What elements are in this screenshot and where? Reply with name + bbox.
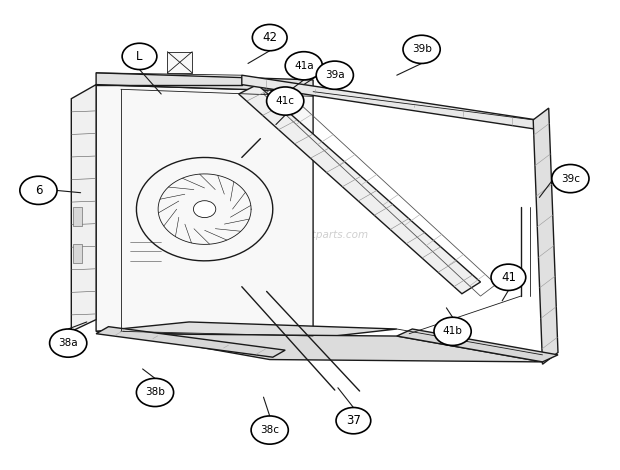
Polygon shape	[73, 244, 82, 263]
Polygon shape	[167, 52, 192, 73]
Polygon shape	[239, 85, 480, 294]
Text: 39a: 39a	[325, 70, 345, 80]
Circle shape	[251, 416, 288, 444]
Text: 6: 6	[35, 184, 42, 197]
Polygon shape	[96, 327, 285, 357]
Polygon shape	[397, 329, 558, 362]
Polygon shape	[71, 85, 96, 331]
Circle shape	[50, 329, 87, 357]
Text: 38b: 38b	[145, 387, 165, 398]
Text: 41: 41	[501, 271, 516, 284]
Polygon shape	[533, 108, 558, 364]
Text: replacementparts.com: replacementparts.com	[251, 230, 369, 240]
Circle shape	[267, 87, 304, 115]
Circle shape	[20, 176, 57, 204]
Circle shape	[552, 164, 589, 193]
Polygon shape	[96, 322, 397, 338]
Circle shape	[434, 317, 471, 345]
Circle shape	[491, 264, 526, 290]
Polygon shape	[124, 334, 542, 362]
Text: 41c: 41c	[276, 96, 294, 106]
Circle shape	[316, 61, 353, 89]
Circle shape	[193, 201, 216, 218]
Circle shape	[403, 35, 440, 63]
Circle shape	[136, 378, 174, 407]
Text: 39c: 39c	[561, 173, 580, 184]
Text: 42: 42	[262, 31, 277, 44]
Polygon shape	[96, 73, 313, 92]
Text: 39b: 39b	[412, 44, 432, 55]
Circle shape	[336, 407, 371, 434]
Text: 38c: 38c	[260, 425, 279, 435]
Circle shape	[285, 52, 322, 80]
Polygon shape	[96, 85, 313, 338]
Circle shape	[122, 43, 157, 70]
Polygon shape	[73, 207, 82, 226]
Polygon shape	[242, 75, 536, 129]
Text: 37: 37	[346, 414, 361, 427]
Text: 41b: 41b	[443, 326, 463, 337]
Text: 38a: 38a	[58, 338, 78, 348]
Text: L: L	[136, 50, 143, 63]
Circle shape	[252, 24, 287, 51]
Text: 41a: 41a	[294, 61, 314, 71]
